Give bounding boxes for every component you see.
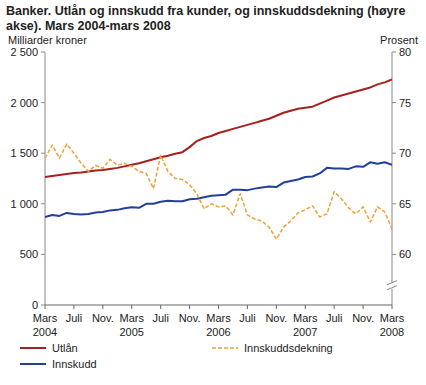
y-tick <box>41 52 45 53</box>
x-tick <box>305 305 306 309</box>
y-axis-line <box>45 52 46 305</box>
x-tick-label-part: Mars <box>293 312 318 324</box>
y-tick <box>41 102 45 103</box>
y-tick <box>41 305 45 306</box>
series-line <box>45 162 392 217</box>
y-tick-label: 0 <box>32 299 38 311</box>
x-tick-label: Nov. <box>352 312 374 324</box>
x-tick <box>247 305 248 309</box>
x-tick-label-part: Juli <box>152 312 169 324</box>
y-tick <box>41 254 45 255</box>
x-tick-label-part: Juli <box>326 312 343 324</box>
plot-area <box>45 79 392 239</box>
y-tick <box>41 203 45 204</box>
x-tick-label: Mars 2004 <box>33 312 58 338</box>
y-tick-label: 2 500 <box>10 46 38 58</box>
x-tick-label: Juli <box>152 312 169 324</box>
x-tick-label-part: Mars <box>120 312 145 324</box>
series-line <box>45 144 392 239</box>
x-tick-label-part: Nov. <box>92 312 114 324</box>
y-tick-label: 1 000 <box>10 198 38 210</box>
y-tick-label: 2 000 <box>10 97 38 109</box>
y2-tick-label: 70 <box>399 147 411 159</box>
x-tick-label: Nov. <box>265 312 287 324</box>
x-tick-label-part: Mars <box>380 312 405 324</box>
x-tick <box>276 305 277 309</box>
x-tick-label-part: Juli <box>66 312 83 324</box>
legend-label: Utlån <box>52 342 78 354</box>
x-tick-label: Juli <box>66 312 83 324</box>
x-tick <box>45 305 46 309</box>
x-tick <box>218 305 219 309</box>
x-tick-label: Nov. <box>92 312 114 324</box>
x-tick <box>363 305 364 309</box>
legend-swatch <box>20 347 46 349</box>
x-tick-label-part: 2007 <box>293 326 317 338</box>
x-tick <box>189 305 190 309</box>
y2-tick-label: 80 <box>399 46 411 58</box>
y2-tick <box>392 254 396 255</box>
axis-break <box>387 286 397 290</box>
x-tick-label-part: Mars <box>206 312 231 324</box>
axis-break <box>387 281 397 285</box>
y-axis-label: Milliarder kroner <box>8 34 87 46</box>
x-tick-label-part: 2005 <box>120 326 144 338</box>
y2-tick <box>392 102 396 103</box>
x-tick-label: Nov. <box>179 312 201 324</box>
x-tick <box>102 305 103 309</box>
y2-tick-label: 65 <box>399 198 411 210</box>
legend-label: Innskudd <box>52 358 97 370</box>
x-tick-label: Juli <box>239 312 256 324</box>
y-tick-label: 500 <box>20 248 38 260</box>
x-tick-label-part: 2006 <box>206 326 230 338</box>
x-tick-label-part: Nov. <box>352 312 374 324</box>
y-tick-label: 1 500 <box>10 147 38 159</box>
x-tick-label-part: Nov. <box>265 312 287 324</box>
x-tick-label: Mars 2008 <box>380 312 405 338</box>
x-tick <box>131 305 132 309</box>
x-tick-label-part: Mars <box>33 312 58 324</box>
legend-swatch <box>20 363 46 365</box>
y2-tick <box>392 153 396 154</box>
x-tick-label: Mars 2005 <box>120 312 145 338</box>
y2-axis-line <box>392 52 393 305</box>
x-tick-label-part: Juli <box>239 312 256 324</box>
x-tick <box>73 305 74 309</box>
y2-tick-label: 75 <box>399 97 411 109</box>
legend-swatch <box>212 347 238 349</box>
x-tick-label: Mars 2006 <box>206 312 231 338</box>
x-tick-label-part: 2004 <box>33 326 57 338</box>
y2-tick <box>392 52 396 53</box>
x-tick <box>392 305 393 309</box>
x-tick-label: Mars 2007 <box>293 312 318 338</box>
legend-label: Innskuddsdekning <box>244 342 333 354</box>
chart: Milliarder kroner Prosent 0 500 1 000 1 500 2 … <box>0 0 426 385</box>
y-tick <box>41 153 45 154</box>
x-tick-label: Juli <box>326 312 343 324</box>
y2-axis-label: Prosent <box>380 34 418 46</box>
y2-tick <box>392 203 396 204</box>
x-tick-label-part: Nov. <box>179 312 201 324</box>
title: Banker. Utlån og innskudd fra kunder, og… <box>6 4 418 34</box>
x-tick-label-part: 2008 <box>380 326 404 338</box>
x-tick <box>160 305 161 309</box>
x-tick <box>334 305 335 309</box>
series-line <box>45 79 392 177</box>
y2-tick-label: 60 <box>399 248 411 260</box>
